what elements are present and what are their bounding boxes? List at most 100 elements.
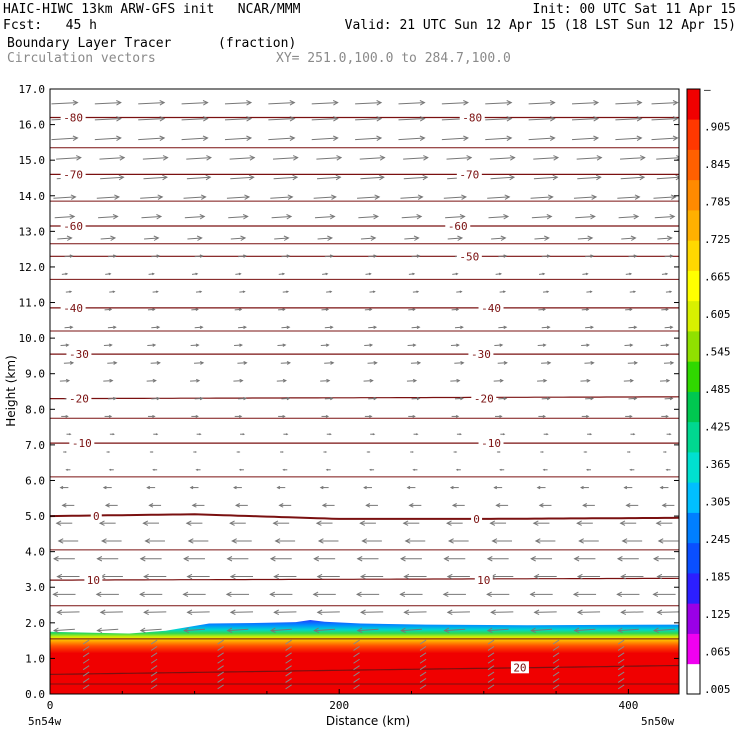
circulation-vector: [485, 135, 513, 142]
colorbar-swatch: [687, 603, 700, 634]
circulation-vector: [224, 116, 253, 122]
colorbar-swatch: [687, 452, 700, 483]
circulation-vector: [403, 609, 427, 616]
contour-label-bg: [66, 348, 92, 361]
circulation-vector: [664, 396, 674, 401]
colorbar-label: .425: [704, 421, 731, 434]
y-tick-label: 10.0: [19, 332, 46, 345]
circulation-vector: [229, 609, 254, 616]
circulation-vector: [52, 591, 76, 598]
circulation-vector: [533, 155, 560, 161]
circulation-vector: [143, 174, 168, 181]
circulation-vector: [56, 609, 80, 616]
circulation-vector: [102, 485, 112, 490]
circulation-vector: [234, 414, 243, 418]
circulation-vector: [454, 325, 464, 330]
circulation-vector: [98, 214, 119, 220]
circulation-vector: [359, 155, 386, 161]
circulation-vector: [144, 538, 165, 544]
circulation-vector: [150, 361, 161, 365]
circulation-vector: [446, 155, 473, 161]
circulation-vector: [485, 116, 513, 122]
contour-label: -10: [481, 437, 501, 450]
circulation-vector: [657, 538, 679, 544]
circulation-vector: [578, 538, 599, 544]
y-tick-label: 1.0: [25, 652, 45, 665]
circulation-vector: [269, 627, 292, 634]
circulation-vector: [323, 451, 328, 453]
circulation-vector: [369, 468, 375, 471]
circulation-vector: [410, 451, 414, 453]
contour-label-bg: [478, 437, 504, 450]
circulation-vector: [487, 678, 495, 683]
field-unit: (fraction): [218, 36, 297, 51]
contour-label-bg: [478, 301, 504, 314]
circulation-vector: [355, 100, 383, 106]
circulation-vector: [585, 325, 594, 330]
circulation-vector: [238, 396, 247, 401]
circulation-vector: [530, 556, 553, 562]
circulation-vector: [491, 538, 513, 544]
circulation-vector: [451, 414, 460, 418]
y-tick-label: 17.0: [19, 83, 46, 96]
colorbar-label: .605: [704, 308, 731, 321]
circulation-vector: [153, 433, 159, 436]
header-init-time: Init: 00 UTC Sat 11 Apr 15: [532, 2, 737, 17]
circulation-vector: [57, 235, 73, 241]
circulation-vector: [625, 414, 633, 418]
circulation-vector: [269, 556, 292, 562]
circulation-vector: [151, 325, 161, 330]
circulation-vector: [540, 451, 545, 453]
circulation-vector: [269, 591, 293, 598]
circulation-vector: [320, 343, 330, 347]
y-tick-label: 9.0: [25, 368, 45, 381]
colorbar-label: .245: [704, 533, 731, 546]
circulation-vector: [399, 591, 423, 598]
circulation-vector: [317, 174, 342, 181]
circulation-vector: [360, 235, 377, 241]
colorbar-label: .845: [704, 158, 731, 171]
circulation-vector: [282, 468, 288, 471]
circulation-vector: [138, 116, 166, 122]
circulation-vector: [358, 214, 380, 220]
circulation-vector: [623, 378, 634, 383]
circulation-vector: [61, 272, 69, 276]
circulation-vector: [585, 468, 591, 471]
circulation-vector: [616, 591, 640, 598]
circulation-vector: [538, 503, 552, 508]
contour-label-bg: [445, 220, 471, 233]
contour-label: -20: [474, 393, 494, 406]
circulation-vector: [364, 343, 374, 347]
circulation-vector: [450, 378, 461, 383]
circulation-vector: [285, 671, 292, 677]
circulation-vector: [321, 414, 330, 418]
circulation-vector: [56, 573, 80, 580]
circulation-vector: [229, 573, 254, 580]
circulation-vector: [586, 290, 593, 294]
circulation-vector: [181, 135, 209, 142]
circulation-vector: [653, 194, 677, 200]
colorbar-swatch: [687, 210, 700, 241]
circulation-vector: [147, 343, 157, 347]
circulation-vector: [538, 308, 546, 312]
circulation-vector: [360, 174, 385, 181]
circulation-vector: [451, 503, 465, 508]
circulation-vector: [577, 174, 602, 181]
circulation-vector: [107, 254, 117, 258]
circulation-vector: [487, 639, 495, 645]
circulation-vector: [657, 235, 673, 241]
colorbar-swatch: [687, 512, 700, 544]
circulation-vector: [150, 671, 158, 677]
circulation-vector: [274, 235, 290, 241]
circulation-vector: [82, 639, 90, 645]
circulation-vector: [537, 378, 548, 383]
circulation-vector: [656, 155, 679, 161]
circulation-vector: [273, 573, 297, 580]
circulation-vector: [150, 652, 158, 658]
circulation-vector: [456, 290, 463, 294]
circulation-vector: [191, 272, 199, 276]
y-tick-label: 12.0: [19, 261, 46, 274]
circulation-vector: [651, 135, 679, 142]
circulation-vector: [628, 254, 638, 258]
